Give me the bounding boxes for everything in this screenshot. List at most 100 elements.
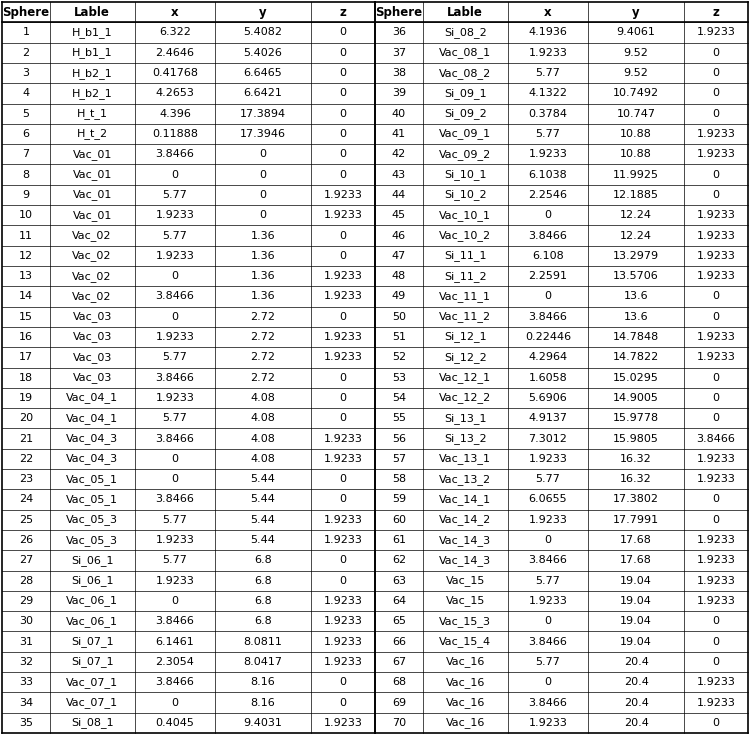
Text: 10.88: 10.88	[620, 129, 652, 139]
Text: Vac_06_1: Vac_06_1	[66, 595, 118, 606]
Text: Vac_04_3: Vac_04_3	[66, 433, 118, 444]
Text: 20: 20	[19, 413, 33, 423]
Text: 56: 56	[392, 434, 406, 443]
Text: 8.16: 8.16	[251, 677, 275, 687]
Text: 5: 5	[22, 109, 29, 118]
Text: 6.0655: 6.0655	[529, 495, 567, 504]
Text: 5.77: 5.77	[536, 657, 560, 667]
Text: Vac_03: Vac_03	[73, 372, 112, 383]
Text: 4.2964: 4.2964	[529, 352, 568, 362]
Text: 55: 55	[392, 413, 406, 423]
Text: 3.8466: 3.8466	[155, 617, 194, 626]
Text: 17.3946: 17.3946	[240, 129, 286, 139]
Text: Vac_11_1: Vac_11_1	[440, 291, 491, 302]
Text: Vac_14_2: Vac_14_2	[439, 514, 491, 526]
Text: Vac_02: Vac_02	[73, 230, 112, 241]
Text: Vac_15: Vac_15	[446, 576, 485, 586]
Text: 0: 0	[712, 109, 719, 118]
Text: 6.8: 6.8	[254, 617, 272, 626]
Text: 8: 8	[22, 170, 29, 179]
Text: 6.6465: 6.6465	[244, 68, 283, 78]
Text: 0: 0	[712, 292, 719, 301]
Text: 3.8466: 3.8466	[529, 231, 568, 240]
Text: 68: 68	[392, 677, 406, 687]
Text: 1.9233: 1.9233	[155, 393, 194, 403]
Text: 0: 0	[712, 657, 719, 667]
Text: Si_08_2: Si_08_2	[444, 27, 487, 38]
Text: x: x	[544, 6, 552, 18]
Text: 1.9233: 1.9233	[155, 251, 194, 261]
Text: 9.52: 9.52	[624, 48, 649, 58]
Text: Vac_10_2: Vac_10_2	[439, 230, 491, 241]
Text: 6.8: 6.8	[254, 576, 272, 586]
Text: 69: 69	[392, 698, 406, 708]
Text: 6: 6	[22, 129, 29, 139]
Text: Vac_02: Vac_02	[73, 270, 112, 282]
Text: 4: 4	[22, 88, 29, 98]
Text: 46: 46	[392, 231, 406, 240]
Text: 3.8466: 3.8466	[155, 677, 194, 687]
Text: Vac_04_3: Vac_04_3	[66, 453, 118, 465]
Text: Vac_14_3: Vac_14_3	[439, 555, 491, 566]
Text: Vac_14_1: Vac_14_1	[439, 494, 491, 505]
Text: 7: 7	[22, 149, 29, 159]
Text: 10.747: 10.747	[616, 109, 656, 118]
Text: 0: 0	[340, 393, 346, 403]
Text: 63: 63	[392, 576, 406, 586]
Text: 22: 22	[19, 454, 33, 464]
Text: 9.52: 9.52	[624, 68, 649, 78]
Text: 0: 0	[340, 495, 346, 504]
Text: Si_13_1: Si_13_1	[444, 413, 487, 423]
Text: 10.88: 10.88	[620, 149, 652, 159]
Text: 30: 30	[19, 617, 33, 626]
Text: 0: 0	[712, 170, 719, 179]
Text: 0: 0	[260, 190, 266, 200]
Text: 0: 0	[172, 170, 178, 179]
Text: 1.9233: 1.9233	[323, 190, 362, 200]
Text: Vac_03: Vac_03	[73, 352, 112, 363]
Text: 3.8466: 3.8466	[529, 556, 568, 565]
Text: 13.5706: 13.5706	[614, 271, 659, 281]
Text: Vac_01: Vac_01	[73, 209, 112, 220]
Text: 11.9925: 11.9925	[613, 170, 659, 179]
Text: 14.7822: 14.7822	[613, 352, 659, 362]
Text: 1.9233: 1.9233	[323, 637, 362, 647]
Text: Si_08_1: Si_08_1	[70, 717, 113, 728]
Text: 3.8466: 3.8466	[529, 698, 568, 708]
Text: y: y	[260, 6, 267, 18]
Text: 1.9233: 1.9233	[529, 514, 568, 525]
Text: 1.9233: 1.9233	[529, 718, 568, 728]
Text: 0.11888: 0.11888	[152, 129, 198, 139]
Text: 0: 0	[340, 677, 346, 687]
Text: H_t_1: H_t_1	[76, 108, 108, 119]
Text: 1.36: 1.36	[251, 231, 275, 240]
Text: 1.9233: 1.9233	[529, 454, 568, 464]
Text: 17.7991: 17.7991	[613, 514, 659, 525]
Text: Vac_13_2: Vac_13_2	[439, 474, 491, 484]
Text: 2.72: 2.72	[251, 312, 275, 322]
Text: 1.9233: 1.9233	[697, 332, 735, 342]
Text: 37: 37	[392, 48, 406, 58]
Text: 17.3894: 17.3894	[240, 109, 286, 118]
Text: Si_07_1: Si_07_1	[70, 656, 113, 667]
Text: Vac_12_1: Vac_12_1	[439, 372, 491, 383]
Text: 1.9233: 1.9233	[529, 48, 568, 58]
Text: 0: 0	[340, 129, 346, 139]
Text: Vac_16: Vac_16	[446, 656, 485, 667]
Text: 3.8466: 3.8466	[697, 434, 735, 443]
Text: H_b2_1: H_b2_1	[72, 88, 112, 98]
Text: 2.72: 2.72	[251, 373, 275, 383]
Text: 2.3054: 2.3054	[155, 657, 194, 667]
Text: 0: 0	[340, 88, 346, 98]
Text: 1.9233: 1.9233	[697, 474, 735, 484]
Text: 0: 0	[340, 312, 346, 322]
Text: 24: 24	[19, 495, 33, 504]
Text: 0: 0	[712, 190, 719, 200]
Text: 1.36: 1.36	[251, 271, 275, 281]
Text: 5.77: 5.77	[536, 129, 560, 139]
Text: 1.9233: 1.9233	[697, 596, 735, 606]
Text: 61: 61	[392, 535, 406, 545]
Text: Si_06_1: Si_06_1	[71, 576, 113, 586]
Text: 5.4026: 5.4026	[244, 48, 283, 58]
Text: 3.8466: 3.8466	[155, 373, 194, 383]
